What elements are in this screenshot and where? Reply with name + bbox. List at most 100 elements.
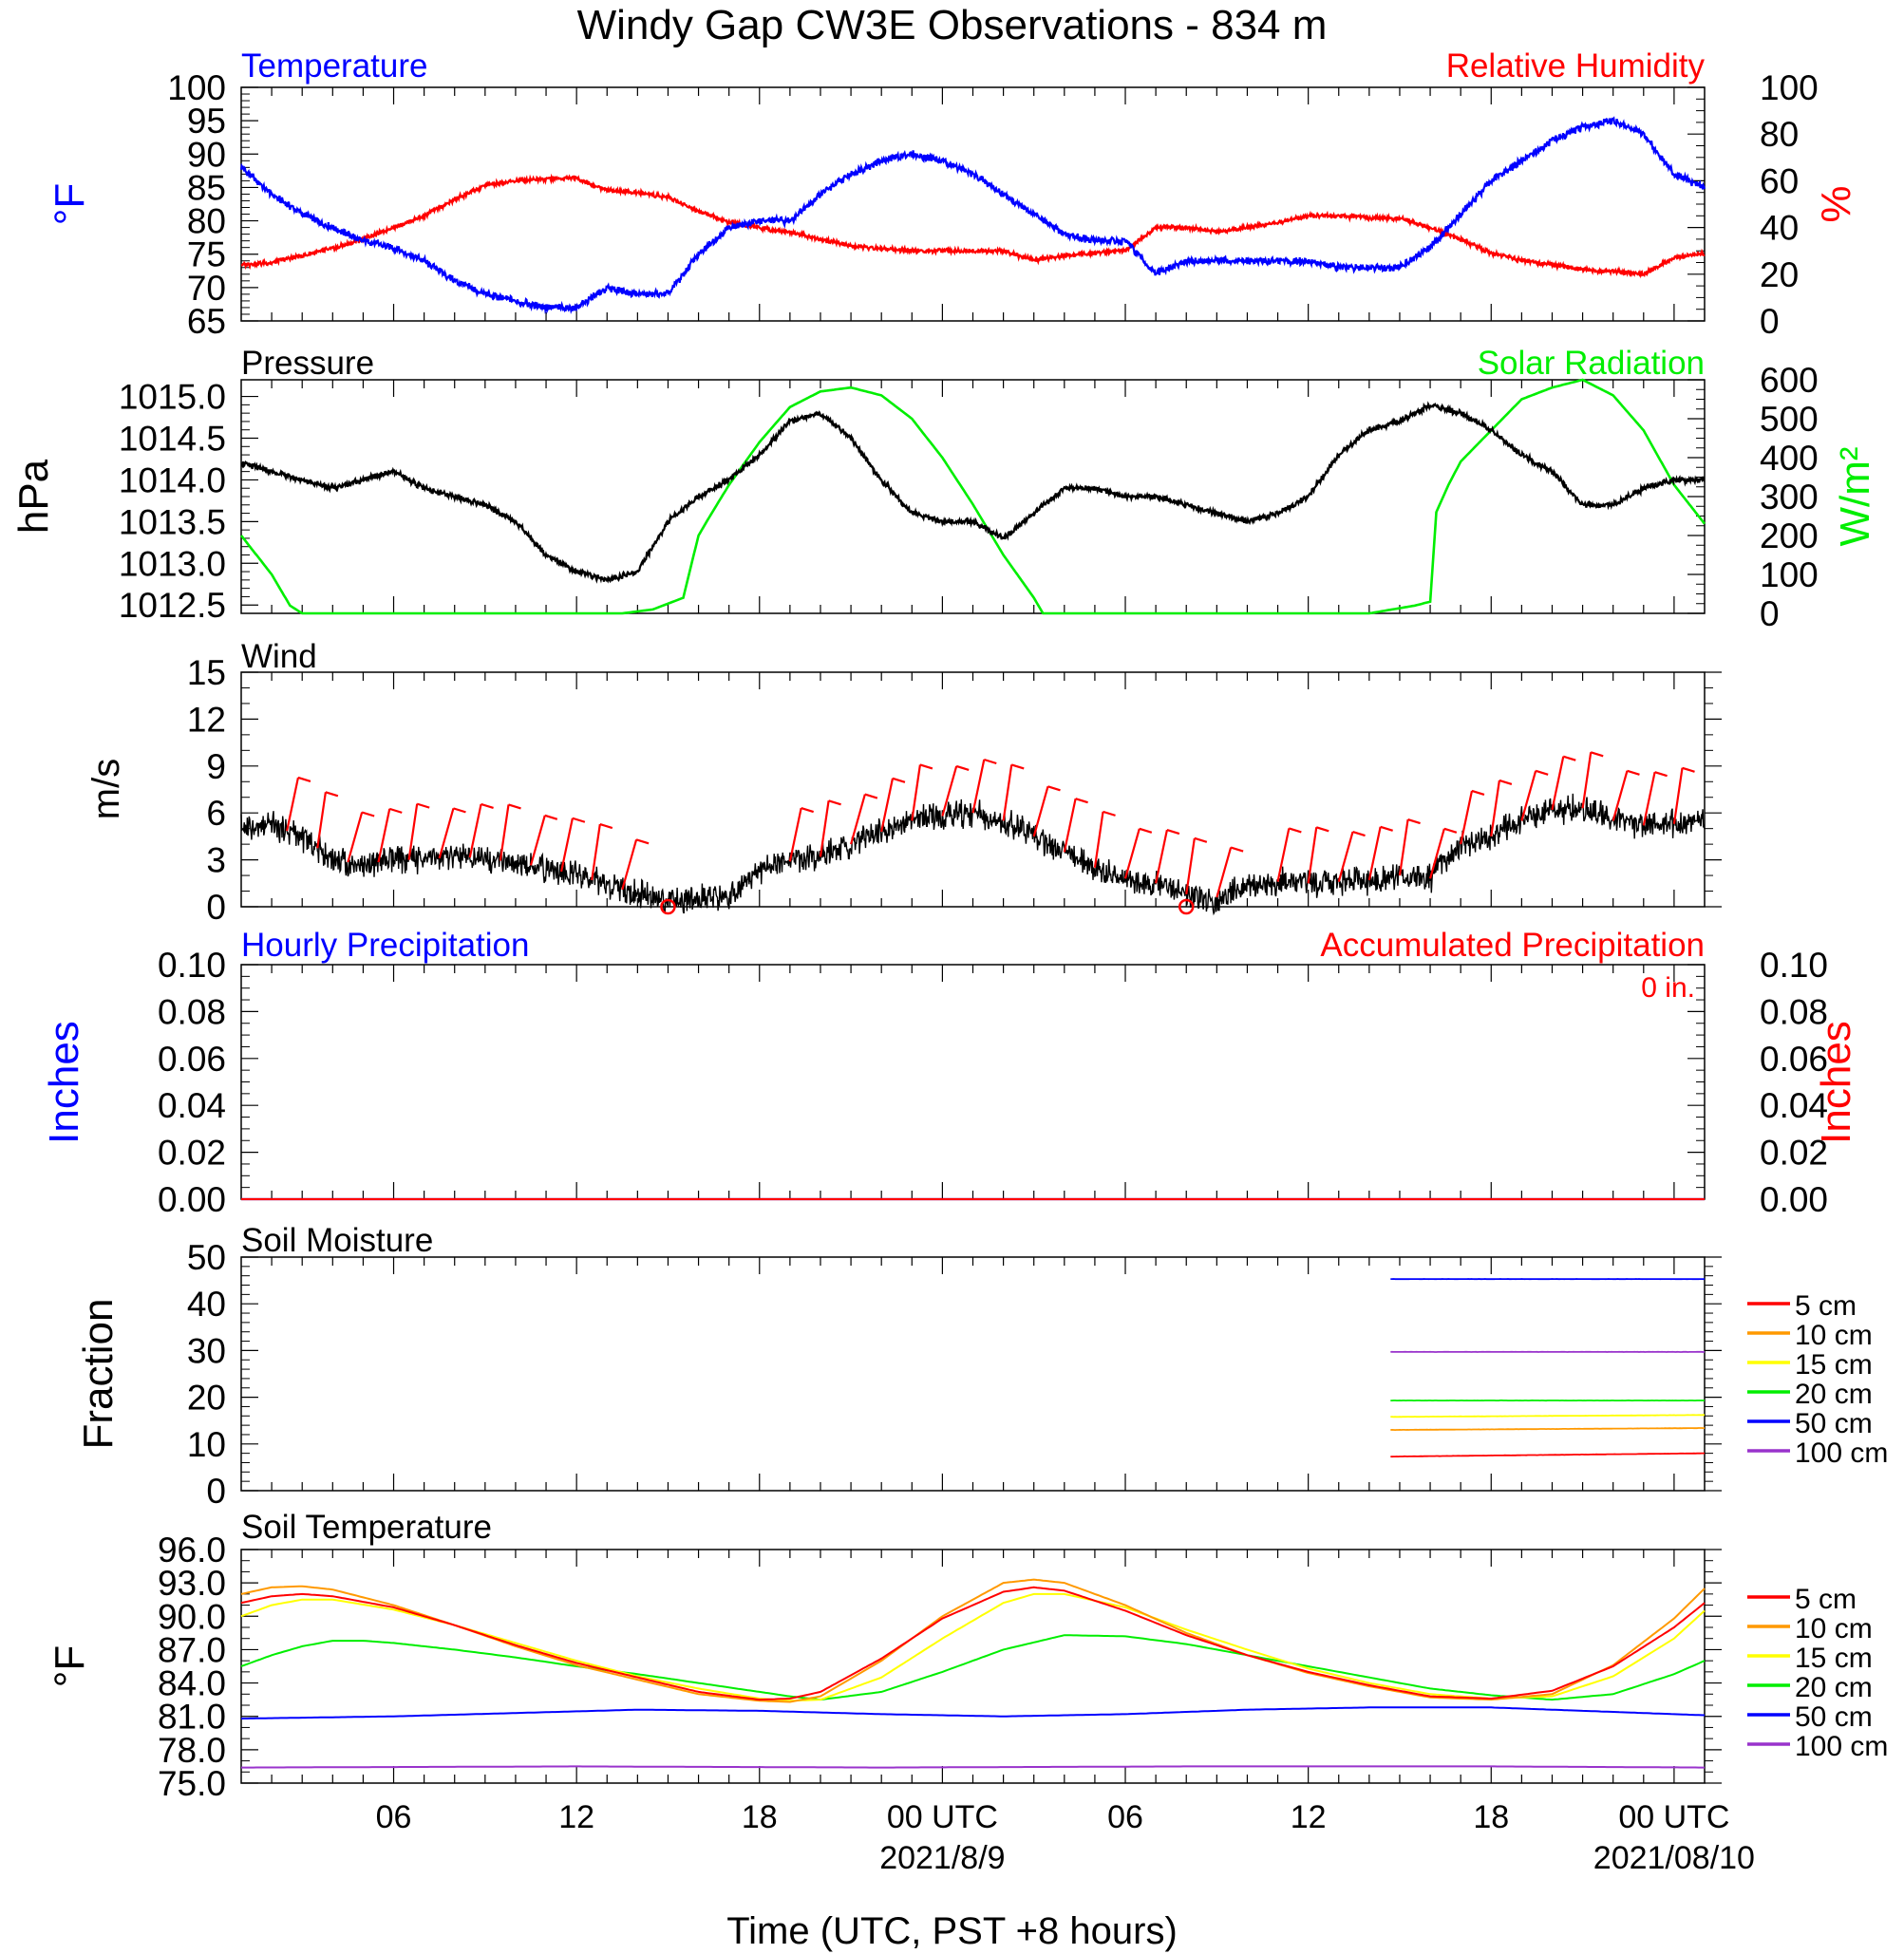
wind-barb-flag — [1471, 789, 1485, 796]
wind-y-tick-label: 9 — [206, 747, 226, 786]
wind-barb-flag — [297, 776, 311, 782]
wind-barb-flag — [1627, 769, 1640, 776]
soil-moisture-y-tick-label: 20 — [187, 1379, 226, 1418]
pressure-title: Pressure — [241, 345, 374, 382]
wind-barb-staff — [560, 817, 574, 873]
solar-y-tick-label: 100 — [1760, 555, 1819, 594]
hourly-precip-axis-label: Inches — [41, 1021, 87, 1144]
wind-barb-staff — [1093, 811, 1104, 868]
series-relative-humidity — [240, 173, 1706, 279]
soil-temperature-y-tick-label: 75.0 — [158, 1764, 226, 1803]
wind-barb-flag — [1352, 831, 1366, 837]
wind-y-tick-label: 15 — [187, 653, 226, 692]
wind-barb-staff — [1642, 771, 1656, 826]
wind-y-tick-label: 3 — [206, 841, 226, 880]
wind-barb-flag — [572, 817, 586, 823]
temperature-y-tick-label: 100 — [167, 68, 226, 107]
series-soil-temp-100cm — [241, 1765, 1705, 1769]
wind-barb-flag — [1289, 827, 1302, 834]
wind-barb-staff — [850, 794, 866, 845]
precipitation-panel — [240, 964, 1706, 1200]
wind-barb-staff — [1155, 829, 1168, 884]
soil-temperature-legend-label: 50 cm — [1795, 1701, 1873, 1733]
x-axis-label: Time (UTC, PST +8 hours) — [726, 1910, 1178, 1952]
wind-barb-flag — [1380, 825, 1393, 832]
wind-barb-staff — [1307, 827, 1318, 884]
hourly-precip-y-tick-label: 0.08 — [158, 992, 226, 1031]
humidity-y-tick-label: 60 — [1760, 161, 1799, 200]
wind-barb-flag — [983, 758, 997, 765]
wind-barb-flag — [361, 811, 375, 817]
soil-temperature-panel — [240, 1549, 1706, 1784]
series-temperature — [239, 116, 1706, 315]
solar-axis-label: W/m² — [1832, 446, 1878, 546]
wind-barb-flag — [481, 802, 494, 809]
soil-temperature-title: Soil Temperature — [241, 1509, 492, 1546]
wind-barb-staff — [1490, 780, 1500, 837]
accum-precip-title: Accumulated Precipitation — [1320, 927, 1705, 964]
soil-moisture-legend-label: 20 cm — [1795, 1379, 1873, 1410]
soil-temperature-legend-label: 10 cm — [1795, 1613, 1873, 1644]
wind-barb-staff — [1063, 798, 1077, 853]
temperature-y-tick-label: 70 — [187, 269, 226, 308]
soil-moisture-y-tick-label: 30 — [187, 1331, 226, 1370]
x-tick-label: 18 — [742, 1799, 778, 1835]
wind-barb-flag — [801, 807, 814, 814]
wind-barb-staff — [1551, 756, 1565, 811]
wind-barb-flag — [325, 791, 339, 798]
humidity-y-tick-label: 40 — [1760, 209, 1799, 248]
hourly-precip-y-tick-label: 0.00 — [158, 1180, 226, 1219]
wind-barb-flag — [1654, 771, 1668, 778]
wind-barb-staff — [1429, 828, 1445, 879]
x-tick-date-label: 2021/08/10 — [1593, 1840, 1755, 1876]
x-tick-label: 12 — [1291, 1799, 1327, 1835]
wind-barb-staff — [1185, 837, 1196, 894]
wind-barb-flag — [388, 807, 403, 814]
series-solar-radiation — [239, 378, 1706, 615]
wind-barb-flag — [919, 763, 933, 770]
wind-barb-flag — [599, 822, 613, 830]
x-tick-label: 06 — [376, 1799, 412, 1835]
soil-temperature-y-tick-label: 93.0 — [158, 1564, 226, 1603]
wind-barb-staff — [1520, 770, 1537, 821]
wind-barb-staff — [377, 808, 391, 863]
soil-temperature-y-tick-label: 84.0 — [158, 1664, 226, 1703]
wind-barb-flag — [864, 793, 878, 799]
series-soil-moisture-15cm — [1390, 1414, 1706, 1419]
wind-barb-staff — [1398, 818, 1409, 876]
wind-barb-staff — [1672, 767, 1684, 824]
soil-moisture-legend-label: 50 cm — [1795, 1408, 1873, 1439]
series-soil-temp-10cm — [240, 1578, 1706, 1703]
wind-barb-staff — [1032, 786, 1049, 837]
wind-barb-flag — [635, 838, 650, 845]
soil-temperature-y-tick-label: 81.0 — [158, 1698, 226, 1737]
wind-barb-flag — [828, 799, 841, 806]
series-pressure — [240, 401, 1706, 584]
temperature-y-tick-label: 80 — [187, 202, 226, 241]
soil-temperature-legend-label: 15 cm — [1795, 1643, 1873, 1674]
pressure-axis-label: hPa — [10, 459, 57, 534]
accum-precip-y-tick-label: 0.08 — [1760, 992, 1828, 1031]
accum-precip-total: 0 in. — [1641, 972, 1695, 1004]
wind-barb-staff — [1581, 752, 1593, 809]
soil-temperature-legend-label: 5 cm — [1795, 1584, 1857, 1615]
wind-barb-staff — [286, 777, 300, 832]
pressure-y-tick-label: 1013.5 — [119, 502, 226, 541]
soil-temperature-legend-label: 100 cm — [1795, 1731, 1888, 1762]
accum-precip-y-tick-label: 0.02 — [1760, 1134, 1828, 1173]
soil-moisture-y-tick-label: 10 — [187, 1425, 226, 1464]
wind-barb-staff — [591, 823, 601, 881]
wind-barb-flag — [416, 802, 430, 809]
wind-panel — [240, 671, 1706, 908]
series-soil-temp-5cm — [240, 1586, 1706, 1701]
accum-precip-y-tick-label: 0.00 — [1760, 1180, 1828, 1219]
solar-y-tick-label: 200 — [1760, 517, 1819, 555]
wind-barb-staff — [1002, 764, 1013, 821]
hourly-precip-y-tick-label: 0.06 — [158, 1040, 226, 1079]
wind-barb-flag — [1075, 798, 1088, 804]
series-soil-temp-50cm — [240, 1706, 1706, 1720]
wind-barb-staff — [499, 804, 510, 861]
wind-barb-staff — [316, 792, 327, 849]
wind-barb-flag — [1682, 766, 1695, 773]
